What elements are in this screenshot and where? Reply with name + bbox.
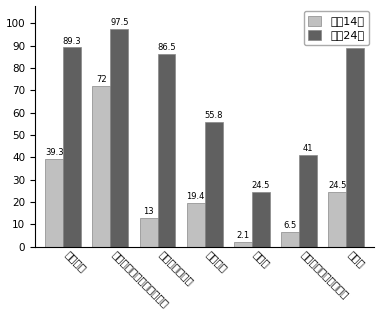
- Text: 6.5: 6.5: [283, 221, 297, 230]
- Legend: 平成14年, 平成24年: 平成14年, 平成24年: [304, 11, 369, 45]
- Bar: [234, 242, 252, 247]
- Bar: [281, 232, 299, 247]
- Bar: [205, 122, 223, 247]
- Text: 97.5: 97.5: [110, 18, 128, 27]
- Text: 89.2: 89.2: [346, 37, 364, 46]
- Text: 13: 13: [143, 207, 154, 216]
- Bar: [92, 86, 110, 247]
- Text: 86.5: 86.5: [157, 43, 176, 52]
- Bar: [158, 54, 176, 247]
- Bar: [110, 29, 128, 247]
- Bar: [328, 192, 346, 247]
- Text: 41: 41: [303, 144, 313, 153]
- Text: 72: 72: [96, 75, 107, 84]
- Bar: [299, 155, 317, 247]
- Text: 24.5: 24.5: [328, 181, 347, 190]
- Bar: [346, 48, 364, 247]
- Bar: [63, 47, 81, 247]
- Bar: [187, 203, 205, 247]
- Text: 89.3: 89.3: [63, 37, 81, 45]
- Bar: [252, 192, 270, 247]
- Text: 39.3: 39.3: [45, 148, 63, 157]
- Text: 55.8: 55.8: [204, 111, 223, 120]
- Text: 19.4: 19.4: [187, 192, 205, 202]
- Bar: [139, 218, 158, 247]
- Bar: [45, 159, 63, 247]
- Text: 24.5: 24.5: [252, 181, 270, 190]
- Text: 2.1: 2.1: [236, 231, 249, 240]
